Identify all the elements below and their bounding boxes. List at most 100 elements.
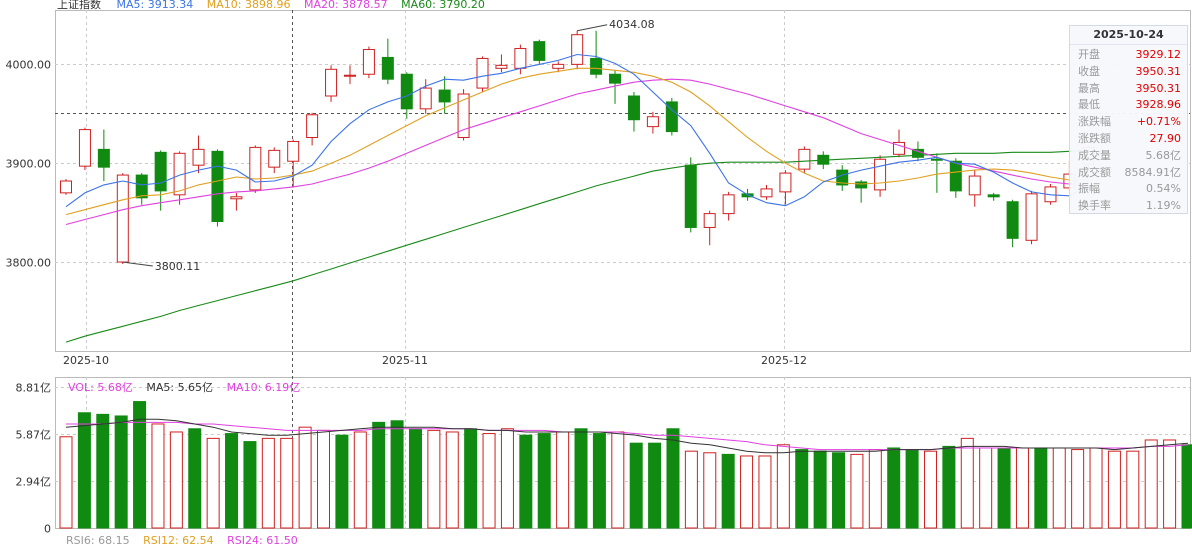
volume-bar-down — [537, 433, 551, 529]
candle-down — [930, 158, 943, 161]
info-key: 涨跌额 — [1078, 131, 1111, 145]
info-key: 开盘 — [1078, 48, 1100, 61]
candle-down — [684, 164, 697, 228]
info-row: 最低 3928.96 — [1070, 97, 1187, 114]
info-date: 2025-10-24 — [1070, 26, 1187, 45]
candle-up — [249, 146, 262, 191]
info-value: 3929.12 — [1135, 48, 1182, 61]
index-name: 上证指数 — [57, 0, 101, 11]
info-value: 27.90 — [1149, 131, 1182, 145]
candle-up — [1025, 193, 1038, 241]
candle-down — [211, 150, 224, 223]
rsi-legend: RSI6: 68.15 RSI12: 62.54 RSI24: 61.50 — [66, 535, 298, 547]
info-value: 3950.31 — [1135, 81, 1182, 95]
volume-bar-down — [942, 445, 956, 529]
ma5-line — [65, 53, 1089, 208]
volume-bar-down — [188, 428, 202, 529]
candle-up — [798, 148, 811, 170]
info-row: 成交额 8584.91亿 — [1070, 165, 1187, 182]
info-row: 成交量 5.68亿 — [1070, 148, 1187, 165]
candle-up — [552, 63, 565, 69]
candle-down — [533, 41, 546, 61]
candle-up — [419, 87, 432, 110]
vol-legend: VOL: 5.68亿 — [68, 381, 133, 394]
volume-axis-tick: 5.87亿 — [16, 429, 52, 442]
info-value: 3950.31 — [1135, 64, 1182, 78]
candle-up — [325, 68, 338, 97]
candle-up — [60, 180, 72, 194]
candle-up — [306, 114, 319, 139]
ma5-legend: MA5: 3913.34 — [116, 0, 194, 11]
volume-bar-up — [169, 431, 183, 529]
volume-bar-down — [77, 412, 91, 529]
volume-bar-down — [408, 428, 422, 529]
volume-bar-up — [1015, 447, 1029, 529]
date-axis-tick: 2025-12 — [761, 354, 807, 367]
volume-bar-up — [261, 437, 275, 529]
ma10-line — [65, 67, 1089, 216]
volume-bar-down — [390, 420, 404, 529]
volume-bar-up — [482, 433, 496, 529]
low-label: 3800.11 — [155, 260, 201, 273]
volume-bar-up — [445, 431, 459, 529]
candle-up — [703, 213, 716, 228]
candle-down — [400, 73, 413, 110]
volume-bar-down — [243, 441, 257, 529]
candle-up — [874, 158, 887, 191]
volume-bar-down — [335, 434, 349, 529]
rsi24-legend: RSI24: 61.50 — [227, 534, 298, 547]
volume-bar-down — [133, 401, 147, 529]
low-pointer — [122, 261, 153, 267]
price-axis-tick: 4000.00 — [6, 59, 52, 72]
info-value: 8584.91亿 — [1124, 165, 1182, 179]
candle-down — [949, 160, 962, 192]
volume-legend: VOL: 5.68亿 MA5: 5.65亿 MA10: 6.19亿 — [68, 382, 300, 394]
candle-up — [571, 34, 584, 65]
candle-up — [495, 64, 508, 69]
candle-down — [665, 101, 678, 133]
rsi12-legend: RSI12: 62.54 — [143, 534, 214, 547]
candle-down — [1006, 201, 1019, 239]
info-row: 收盘 3950.31 — [1070, 64, 1187, 81]
date-axis-tick: 2025-11 — [382, 354, 428, 367]
candle-down — [135, 174, 148, 199]
volume-bar-up — [59, 436, 73, 529]
info-key: 最高 — [1078, 81, 1100, 95]
candle-down — [97, 148, 110, 168]
volume-bar-up — [850, 453, 864, 529]
ma60-legend: MA60: 3790.20 — [401, 0, 485, 11]
info-row: 振幅 0.54% — [1070, 181, 1187, 198]
candle-up — [646, 116, 659, 128]
candle-up — [457, 93, 470, 139]
candle-up — [268, 149, 281, 168]
volume-bar-down — [832, 452, 846, 529]
info-key: 成交额 — [1078, 165, 1111, 179]
volume-bar-up — [556, 431, 570, 529]
candle-up — [779, 172, 792, 193]
volume-bar-down — [721, 453, 735, 529]
price-legend: 上证指数 MA5: 3913.34 MA10: 3898.96 MA20: 38… — [57, 0, 485, 11]
volume-bar-down — [519, 434, 533, 529]
volume-bar-up — [703, 452, 717, 529]
crosshair-info-panel: 2025-10-24 开盘 3929.12 收盘 3950.31 最高 3950.31 最低… — [1069, 25, 1188, 214]
info-row: 涨跌额 27.90 — [1070, 131, 1187, 148]
volume-bar-up — [758, 455, 772, 529]
volume-bar-down — [887, 447, 901, 529]
volume-bar-down — [648, 442, 662, 529]
candle-down — [987, 194, 1000, 198]
vol-ma10-legend: MA10: 6.19亿 — [226, 381, 301, 394]
info-value: +0.71% — [1136, 115, 1181, 129]
info-value: 3928.96 — [1135, 98, 1182, 112]
ma20-line — [65, 78, 1089, 226]
volume-bar-up — [979, 447, 993, 529]
date-axis-tick: 2025-10 — [63, 354, 109, 367]
ma10-legend: MA10: 3898.96 — [206, 0, 291, 11]
volume-bar-up — [1052, 447, 1066, 529]
candle-up — [343, 74, 356, 77]
info-value: 1.19% — [1146, 199, 1181, 213]
volume-bar-up — [923, 450, 937, 529]
volume-bar-down — [795, 449, 809, 529]
info-key: 换手率 — [1078, 199, 1111, 213]
info-row: 开盘 3929.12 — [1070, 47, 1187, 64]
